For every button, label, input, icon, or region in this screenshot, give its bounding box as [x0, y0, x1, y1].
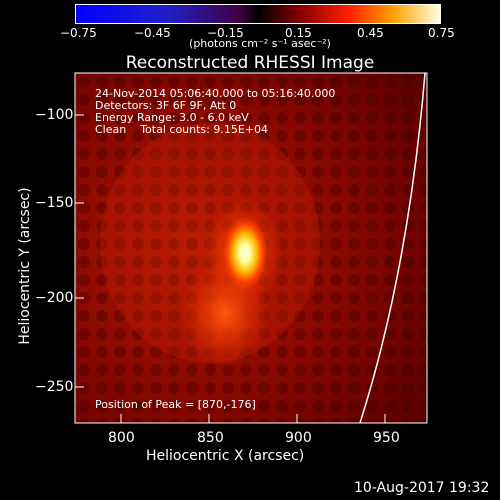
emission-peak [223, 217, 267, 289]
solar-limb-line [359, 73, 426, 423]
y-axis-label: Heliocentric Y (arcsec) [17, 187, 33, 345]
colorbar-gradient [76, 5, 440, 23]
y-tick-label: −150 [35, 195, 74, 211]
x-tick-label: 950 [373, 430, 400, 446]
colorbar-tick: −0.75 [60, 26, 97, 40]
x-axis-label: Heliocentric X (arcsec) [146, 448, 305, 464]
timestamp: 10-Aug-2017 19:32 [354, 480, 490, 496]
info-clean: Clean Total counts: 9.15E+04 [95, 123, 269, 136]
colorbar-tick: 0.45 [357, 26, 384, 40]
y-tick-label: −200 [35, 290, 74, 306]
colorbar-tick: 0.75 [428, 26, 455, 40]
y-tick-label: −250 [35, 379, 74, 395]
rhessi-image: 24-Nov-2014 05:06:40.000 to 05:16:40.000… [75, 73, 427, 423]
plot-title: Reconstructed RHESSI Image [125, 53, 375, 73]
colorbar-tick: −0.15 [207, 26, 244, 40]
y-tick-label: −100 [35, 107, 74, 123]
peak-position: Position of Peak = [870,-176] [95, 398, 256, 411]
rhessi-image-canvas [75, 73, 427, 423]
colorbar [75, 4, 441, 24]
info-time: 24-Nov-2014 05:06:40.000 to 05:16:40.000 [95, 87, 336, 100]
x-tick-label: 850 [197, 430, 224, 446]
colorbar-units: (photons cm⁻² s⁻¹ asec⁻²) [189, 37, 331, 50]
info-energy: Energy Range: 3.0 - 6.0 keV [95, 111, 249, 124]
x-tick-label: 800 [108, 430, 135, 446]
colorbar-tick: −0.45 [134, 26, 171, 40]
x-tick-label: 900 [285, 430, 312, 446]
colorbar-tick: 0.15 [285, 26, 312, 40]
info-detectors: Detectors: 3F 6F 9F, Att 0 [95, 99, 237, 112]
